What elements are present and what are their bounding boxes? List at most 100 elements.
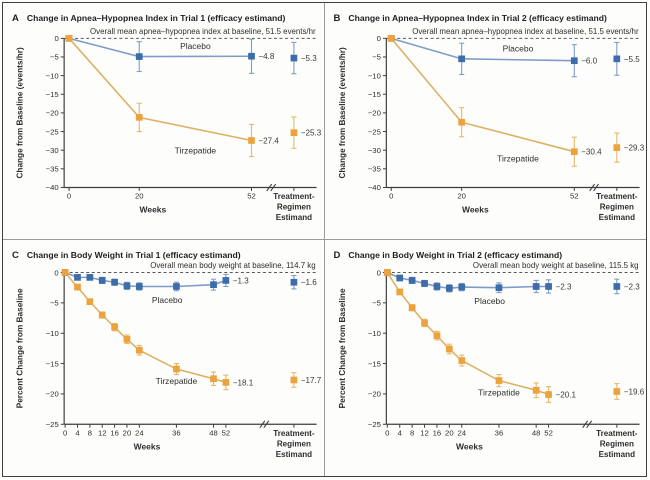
placebo-marker — [544, 282, 552, 290]
y-axis-title: Percent Change from Baseline — [16, 288, 25, 408]
tirzepatide-marker — [86, 297, 94, 305]
x-tick-label: 12 — [420, 428, 429, 437]
placebo-marker — [457, 55, 465, 63]
panel-title: Change in Body Weight in Trial 1 (effica… — [26, 249, 241, 260]
placebo-marker — [111, 278, 118, 286]
x-tick-label: 12 — [98, 428, 107, 437]
x-tick-label: 24 — [457, 428, 466, 437]
tirzepatide-estimand-value-label: −19.6 — [623, 387, 644, 396]
x-tick-label: 4 — [397, 428, 402, 437]
tirzepatide-line — [68, 37, 252, 142]
tirzepatide-series-label: Tirzepatide — [478, 387, 520, 397]
y-tick-label: −5 — [372, 53, 381, 62]
axis-break-mark — [266, 183, 273, 192]
x-tick-label: 52 — [222, 428, 231, 437]
y-tick-label: −20 — [367, 109, 380, 118]
axis-break-mark — [263, 420, 270, 428]
tirzepatide-estimand-value-label: −17.7 — [301, 375, 322, 384]
x-tick-label: 16 — [110, 428, 119, 437]
x-tick-label: 20 — [457, 192, 466, 201]
estimand-axis-label: Regimen — [599, 439, 633, 448]
x-axis-title: Weeks — [461, 205, 488, 215]
placebo-estimand-marker — [612, 282, 620, 290]
tirzepatide-end-value-label: −30.4 — [581, 148, 602, 157]
placebo-marker — [86, 273, 94, 281]
tirzepatide-marker — [65, 34, 73, 42]
panel-b-chart: Overall mean apnea–hypopnea index at bas… — [337, 27, 644, 222]
y-tick-label: 0 — [54, 268, 58, 277]
baseline-annotation: Overall mean apnea–hypopnea index at bas… — [90, 27, 316, 36]
tirzepatide-estimand-marker — [290, 129, 298, 136]
tirzepatide-marker — [135, 346, 143, 354]
baseline-annotation: Overall mean body weight at baseline, 11… — [150, 261, 315, 270]
tirzepatide-marker — [222, 378, 230, 386]
placebo-marker — [74, 273, 81, 281]
tirzepatide-line — [390, 37, 574, 153]
estimand-axis-label: Regimen — [277, 439, 311, 448]
x-tick-label: 20 — [135, 192, 144, 201]
y-tick-label: −20 — [46, 109, 59, 118]
y-axis-title: Change from Baseline (events/hr) — [16, 47, 25, 178]
y-tick-label: −15 — [367, 90, 380, 99]
panel-d-chart: Overall mean body weight at baseline, 11… — [336, 261, 644, 459]
tirzepatide-line — [386, 271, 549, 395]
tirzepatide-end-value-label: −18.1 — [233, 378, 254, 387]
x-tick-label: 0 — [385, 428, 389, 437]
x-tick-label: 52 — [569, 192, 578, 201]
tirzepatide-marker — [395, 288, 403, 295]
panel-c-chart: Overall mean body weight at baseline, 11… — [16, 261, 322, 459]
x-tick-label: 52 — [544, 428, 553, 437]
x-tick-label: 0 — [389, 192, 393, 201]
tirzepatide-marker — [210, 374, 217, 382]
tirzepatide-series-label: Tirzepatide — [175, 145, 217, 155]
tirzepatide-marker — [383, 268, 391, 276]
tirzepatide-marker — [544, 390, 552, 398]
tirzepatide-marker — [457, 118, 465, 126]
tirzepatide-marker — [74, 283, 81, 290]
x-axis-title: Weeks — [140, 205, 167, 215]
y-tick-label: −40 — [46, 183, 59, 192]
placebo-marker — [98, 276, 106, 284]
tirzepatide-end-value-label: −27.4 — [258, 136, 279, 145]
y-tick-label: −25 — [367, 127, 380, 136]
panel-d-heading: D Change in Body Weight in Trial 2 (effic… — [334, 245, 563, 263]
y-tick-label: −25 — [46, 127, 59, 136]
x-tick-label: 48 — [531, 428, 540, 437]
placebo-series-label: Placebo — [474, 295, 505, 305]
x-tick-label: 8 — [409, 428, 413, 437]
tirzepatide-marker — [387, 34, 395, 42]
tirzepatide-marker — [135, 114, 143, 121]
tirzepatide-marker — [433, 331, 440, 339]
placebo-line — [390, 37, 574, 62]
x-tick-label: 52 — [247, 192, 256, 201]
panel-letter: D — [333, 249, 341, 261]
placebo-marker — [495, 283, 502, 291]
placebo-marker — [210, 280, 217, 288]
y-tick-label: −10 — [367, 71, 380, 80]
tirzepatide-line — [64, 271, 227, 383]
placebo-marker — [570, 57, 578, 65]
tirzepatide-marker — [457, 356, 465, 364]
tirzepatide-marker — [495, 376, 502, 384]
placebo-marker — [135, 53, 143, 60]
tirzepatide-marker — [420, 319, 428, 326]
estimand-axis-label: Treatment- — [273, 429, 315, 438]
y-tick-label: 0 — [376, 268, 380, 277]
x-tick-label: 16 — [432, 428, 441, 437]
placebo-line — [386, 271, 549, 289]
placebo-estimand-marker — [290, 54, 298, 62]
y-tick-label: −5 — [372, 298, 381, 307]
axis-break-mark — [592, 183, 599, 192]
estimand-axis-label: Regimen — [599, 203, 633, 212]
tirzepatide-marker — [248, 137, 255, 144]
x-tick-label: 36 — [494, 428, 503, 437]
tirzepatide-estimand-marker — [290, 376, 298, 383]
placebo-estimand-marker — [290, 278, 298, 286]
y-tick-label: −30 — [46, 146, 59, 155]
y-tick-label: −25 — [367, 420, 380, 429]
tirzepatide-estimand-marker — [612, 387, 620, 395]
x-tick-label: 8 — [88, 428, 92, 437]
estimand-axis-label: Treatment- — [596, 429, 638, 438]
placebo-line — [68, 37, 252, 58]
tirzepatide-marker — [445, 345, 453, 352]
